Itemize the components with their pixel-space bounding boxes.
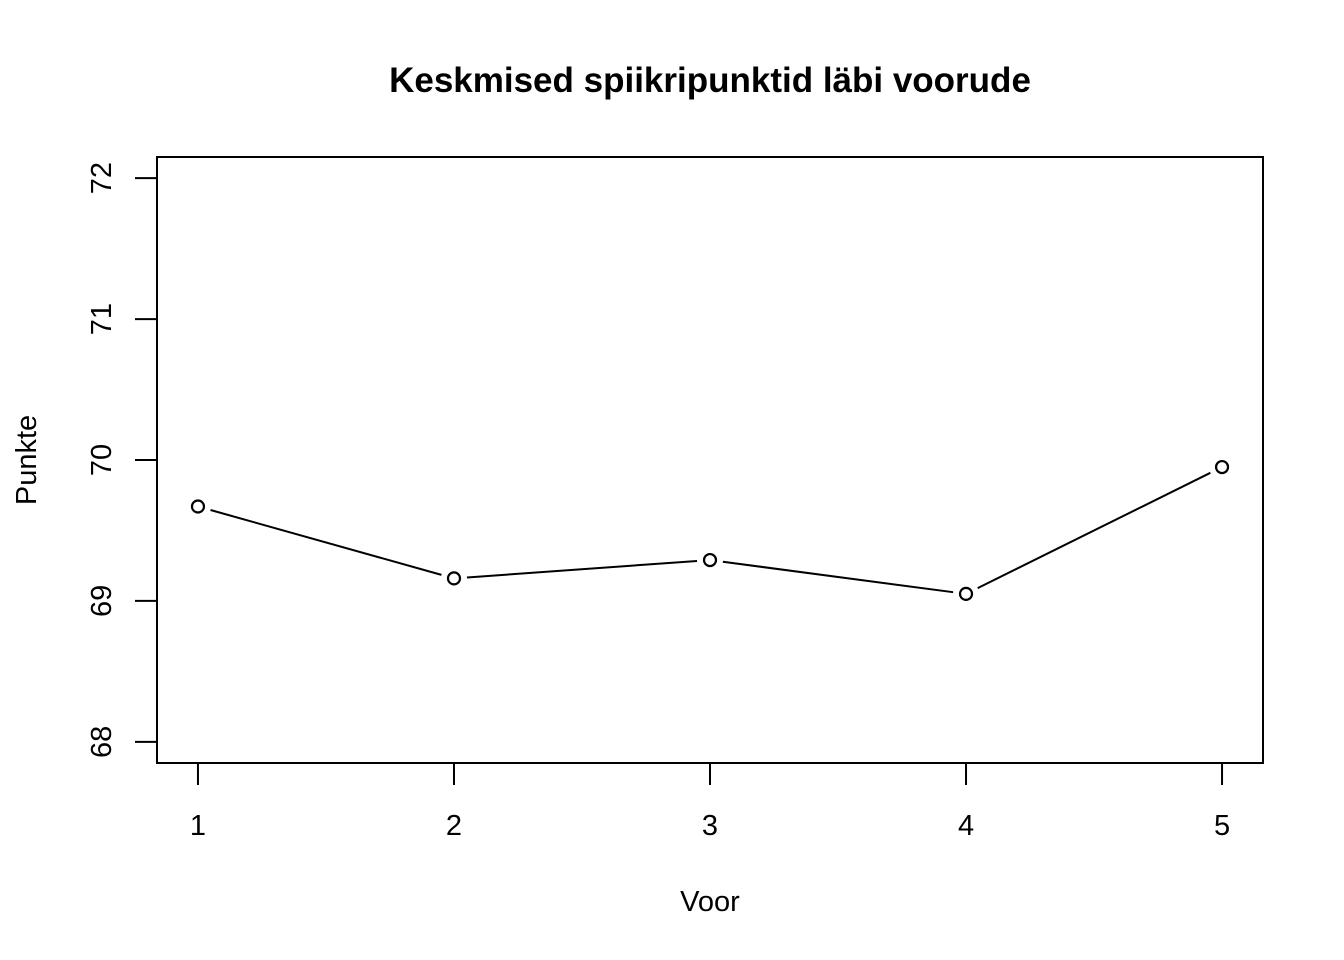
y-tick-label: 69 bbox=[86, 585, 118, 617]
x-axis-label: Voor bbox=[680, 886, 740, 918]
x-tick-label: 2 bbox=[446, 810, 462, 842]
data-point bbox=[702, 552, 718, 568]
series-line-segment bbox=[722, 560, 954, 594]
y-axis: 68 69 70 71 72 bbox=[86, 162, 158, 758]
y-tick-label: 72 bbox=[86, 162, 118, 194]
plot-area-frame bbox=[156, 156, 1264, 764]
y-axis-label: Punkte bbox=[11, 415, 43, 505]
x-tick-label: 4 bbox=[958, 810, 974, 842]
x-tick-label: 5 bbox=[1214, 810, 1230, 842]
data-point bbox=[958, 586, 974, 601]
series-line-segment bbox=[210, 509, 442, 576]
series-line-segment bbox=[466, 559, 698, 579]
x-tick-label: 3 bbox=[702, 810, 718, 842]
chart-title: Keskmised spiikripunktid läbi voorude bbox=[389, 61, 1031, 100]
data-point bbox=[190, 499, 206, 514]
y-tick-label: 70 bbox=[86, 444, 118, 476]
y-tick-label: 68 bbox=[86, 726, 118, 758]
x-axis: 1 2 3 4 5 bbox=[190, 762, 1230, 842]
x-tick-label: 1 bbox=[190, 810, 206, 842]
series-line-segment bbox=[977, 471, 1211, 590]
data-point bbox=[1214, 459, 1230, 475]
y-tick-label: 71 bbox=[86, 303, 118, 335]
series-line-group bbox=[190, 459, 1230, 601]
data-point bbox=[446, 571, 462, 586]
